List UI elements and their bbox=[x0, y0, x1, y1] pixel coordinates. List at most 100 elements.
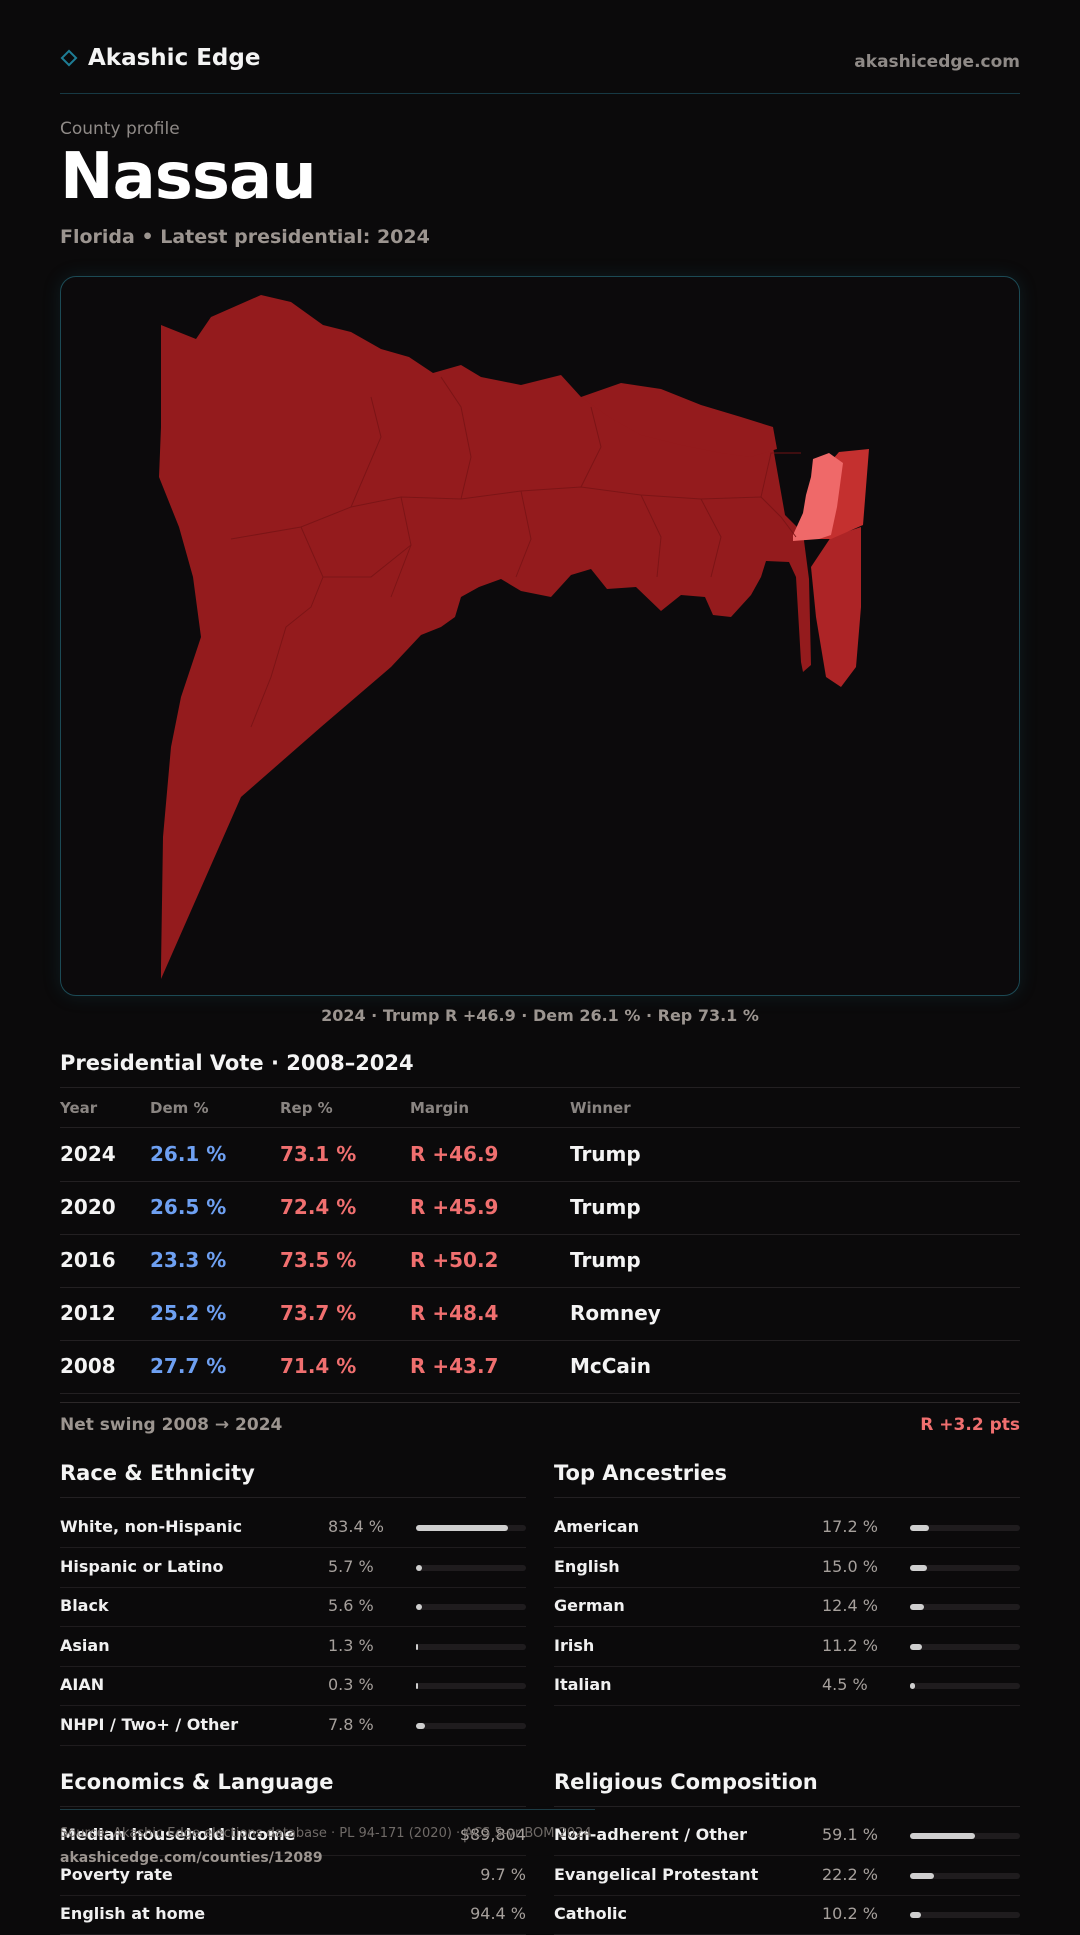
vote-winner: Trump bbox=[570, 1248, 641, 1272]
race-row-bar-track bbox=[416, 1525, 526, 1531]
county-map bbox=[159, 295, 869, 979]
footer-url-link[interactable]: akashicedge.com/counties/12089 bbox=[60, 1850, 323, 1866]
vote-dem: 26.5 % bbox=[150, 1195, 227, 1219]
ancestry-row-label: American bbox=[554, 1517, 639, 1536]
economics-row-value: $89,804 bbox=[459, 1825, 526, 1844]
religion-row-value: 22.2 % bbox=[822, 1864, 878, 1884]
footer-divider bbox=[60, 1809, 595, 1810]
precinct-northeast bbox=[581, 383, 777, 457]
race-row-bar-fill bbox=[416, 1564, 423, 1571]
vote-winner: Trump bbox=[570, 1142, 641, 1166]
race-row-value: 0.3 % bbox=[328, 1675, 374, 1695]
vote-row-2008: 2008 27.7 % 71.4 % R +43.7 McCain bbox=[60, 1340, 1020, 1394]
ancestry-row-value: 17.2 % bbox=[822, 1517, 878, 1536]
vote-winner: McCain bbox=[570, 1354, 652, 1378]
race-row-bar-fill bbox=[416, 1683, 418, 1690]
race-row-label: Black bbox=[60, 1596, 109, 1616]
vote-year: 2008 bbox=[60, 1354, 116, 1378]
page-subtitle: Florida • Latest presidential: 2024 bbox=[60, 226, 430, 248]
ancestry-row-value: 15.0 % bbox=[822, 1556, 878, 1576]
ancestry-row-bar-track bbox=[910, 1643, 1020, 1650]
economics-row: Poverty rate 9.7 % bbox=[60, 1856, 526, 1896]
religion-row-value: 10.2 % bbox=[822, 1904, 878, 1924]
race-row-value: 83.4 % bbox=[328, 1517, 384, 1536]
vote-header-margin: Margin bbox=[410, 1099, 470, 1117]
vote-winner: Trump bbox=[570, 1195, 641, 1219]
precinct-amelia-south bbox=[811, 527, 861, 687]
vote-dem: 23.3 % bbox=[150, 1248, 227, 1272]
religion-row-bar-fill bbox=[910, 1912, 922, 1919]
ancestry-row-bar-fill bbox=[910, 1604, 924, 1611]
brand[interactable]: Akashic Edge bbox=[60, 45, 260, 71]
ancestry-title-divider bbox=[554, 1497, 1020, 1498]
net-swing-label: Net swing 2008 → 2024 bbox=[60, 1415, 283, 1435]
race-row-bar-track bbox=[416, 1604, 526, 1611]
race-row: Asian 1.3 % bbox=[60, 1627, 526, 1667]
race-row-value: 5.6 % bbox=[328, 1596, 374, 1616]
ancestry-row-label: Irish bbox=[554, 1635, 595, 1655]
vote-year: 2012 bbox=[60, 1301, 116, 1325]
vote-header-dem: Dem % bbox=[150, 1099, 209, 1117]
vote-header-year: Year bbox=[60, 1099, 98, 1117]
ancestry-row-bar-track bbox=[910, 1564, 1020, 1571]
race-row-value: 1.3 % bbox=[328, 1635, 374, 1655]
vote-dem: 27.7 % bbox=[150, 1354, 227, 1378]
race-section-title: Race & Ethnicity bbox=[60, 1461, 255, 1485]
vote-header-winner: Winner bbox=[570, 1099, 631, 1117]
ancestry-row-bar-fill bbox=[910, 1683, 915, 1690]
race-row-bar-track bbox=[416, 1723, 526, 1729]
header-divider bbox=[60, 93, 1020, 94]
race-row-bar-track bbox=[416, 1683, 526, 1690]
religion-row-bar-track bbox=[910, 1912, 1020, 1919]
site-domain-link[interactable]: akashicedge.com bbox=[854, 52, 1020, 72]
religion-section-title: Religious Composition bbox=[554, 1770, 818, 1794]
vote-rep: 71.4 % bbox=[280, 1354, 357, 1378]
religion-row-label: Evangelical Protestant bbox=[554, 1864, 759, 1884]
economics-row: English at home 94.4 % bbox=[60, 1895, 526, 1935]
religion-row-bar-track bbox=[910, 1872, 1020, 1879]
footer-source: Source: Akashic Edge elections database … bbox=[60, 1826, 592, 1841]
religion-row-bar-fill bbox=[910, 1872, 935, 1879]
race-row-label: NHPI / Two+ / Other bbox=[60, 1715, 239, 1734]
net-swing-value: R +3.2 pts bbox=[920, 1415, 1020, 1435]
race-row-value: 7.8 % bbox=[328, 1715, 374, 1734]
ancestry-row-label: English bbox=[554, 1556, 620, 1576]
economics-row-value: 94.4 % bbox=[470, 1904, 526, 1924]
ancestry-row-bar-track bbox=[910, 1604, 1020, 1611]
race-row: NHPI / Two+ / Other 7.8 % bbox=[60, 1706, 526, 1746]
vote-margin: R +45.9 bbox=[410, 1195, 499, 1219]
race-row-label: AIAN bbox=[60, 1675, 105, 1695]
race-row-value: 5.7 % bbox=[328, 1556, 374, 1576]
race-row: AIAN 0.3 % bbox=[60, 1666, 526, 1707]
ancestry-row-label: Italian bbox=[554, 1675, 612, 1695]
ancestry-row-value: 11.2 % bbox=[822, 1635, 878, 1655]
race-row-bar-fill bbox=[416, 1723, 425, 1729]
precinct-fernandina-core bbox=[793, 453, 843, 541]
vote-row-2012: 2012 25.2 % 73.7 % R +48.4 Romney bbox=[60, 1287, 1020, 1341]
economics-row: Median household income $89,804 bbox=[60, 1816, 526, 1856]
ancestry-row: American 17.2 % bbox=[554, 1508, 1020, 1548]
economics-section-title: Economics & Language bbox=[60, 1770, 334, 1794]
religion-row-label: Non-adherent / Other bbox=[554, 1825, 748, 1844]
race-row-label: White, non-Hispanic bbox=[60, 1517, 243, 1536]
vote-rep: 73.1 % bbox=[280, 1142, 357, 1166]
religion-row: Catholic 10.2 % bbox=[554, 1895, 1020, 1935]
religion-row: Evangelical Protestant 22.2 % bbox=[554, 1856, 1020, 1896]
vote-margin: R +43.7 bbox=[410, 1354, 499, 1378]
vote-section-title: Presidential Vote · 2008–2024 bbox=[60, 1051, 414, 1075]
race-row-label: Asian bbox=[60, 1635, 110, 1655]
ancestry-row: English 15.0 % bbox=[554, 1548, 1020, 1588]
race-row-bar-fill bbox=[416, 1525, 508, 1531]
vote-margin: R +50.2 bbox=[410, 1248, 499, 1272]
vote-year: 2020 bbox=[60, 1195, 116, 1219]
race-row-bar-track bbox=[416, 1643, 526, 1650]
religion-row-bar-fill bbox=[910, 1833, 975, 1839]
economics-row-label: Median household income bbox=[60, 1825, 296, 1844]
vote-header-rep: Rep % bbox=[280, 1099, 333, 1117]
ancestry-row: Irish 11.2 % bbox=[554, 1627, 1020, 1667]
economics-title-divider bbox=[60, 1806, 526, 1807]
ancestry-row-bar-fill bbox=[910, 1525, 929, 1531]
vote-margin: R +48.4 bbox=[410, 1301, 499, 1325]
county-map-card bbox=[60, 276, 1020, 996]
ancestry-section-title: Top Ancestries bbox=[554, 1461, 728, 1485]
